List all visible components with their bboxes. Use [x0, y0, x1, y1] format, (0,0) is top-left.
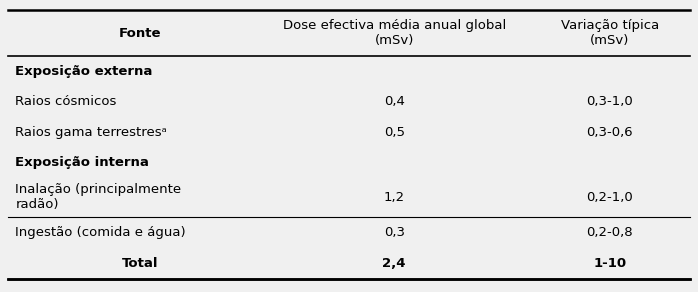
Text: 0,4: 0,4: [384, 95, 405, 108]
Text: 0,5: 0,5: [384, 126, 405, 139]
Text: 0,2-0,8: 0,2-0,8: [586, 225, 633, 239]
Text: Exposição interna: Exposição interna: [15, 156, 149, 169]
Text: Total: Total: [122, 257, 158, 270]
Text: Raios cósmicos: Raios cósmicos: [15, 95, 117, 108]
Text: Fonte: Fonte: [119, 27, 162, 40]
Text: 1-10: 1-10: [593, 257, 626, 270]
Text: 1,2: 1,2: [384, 191, 405, 204]
Text: Ingestão (comida e água): Ingestão (comida e água): [15, 225, 186, 239]
Text: 0,3-0,6: 0,3-0,6: [586, 126, 633, 139]
Text: 2,4: 2,4: [383, 257, 406, 270]
Text: Exposição externa: Exposição externa: [15, 65, 153, 78]
Text: 0,3: 0,3: [384, 225, 405, 239]
Text: Raios gama terrestresᵃ: Raios gama terrestresᵃ: [15, 126, 167, 139]
Text: Inalação (principalmente
radão): Inalação (principalmente radão): [15, 183, 181, 211]
Text: 0,3-1,0: 0,3-1,0: [586, 95, 633, 108]
Text: 0,2-1,0: 0,2-1,0: [586, 191, 633, 204]
Text: Dose efectiva média anual global
(mSv): Dose efectiva média anual global (mSv): [283, 19, 506, 47]
Text: Variação típica
(mSv): Variação típica (mSv): [560, 19, 659, 47]
